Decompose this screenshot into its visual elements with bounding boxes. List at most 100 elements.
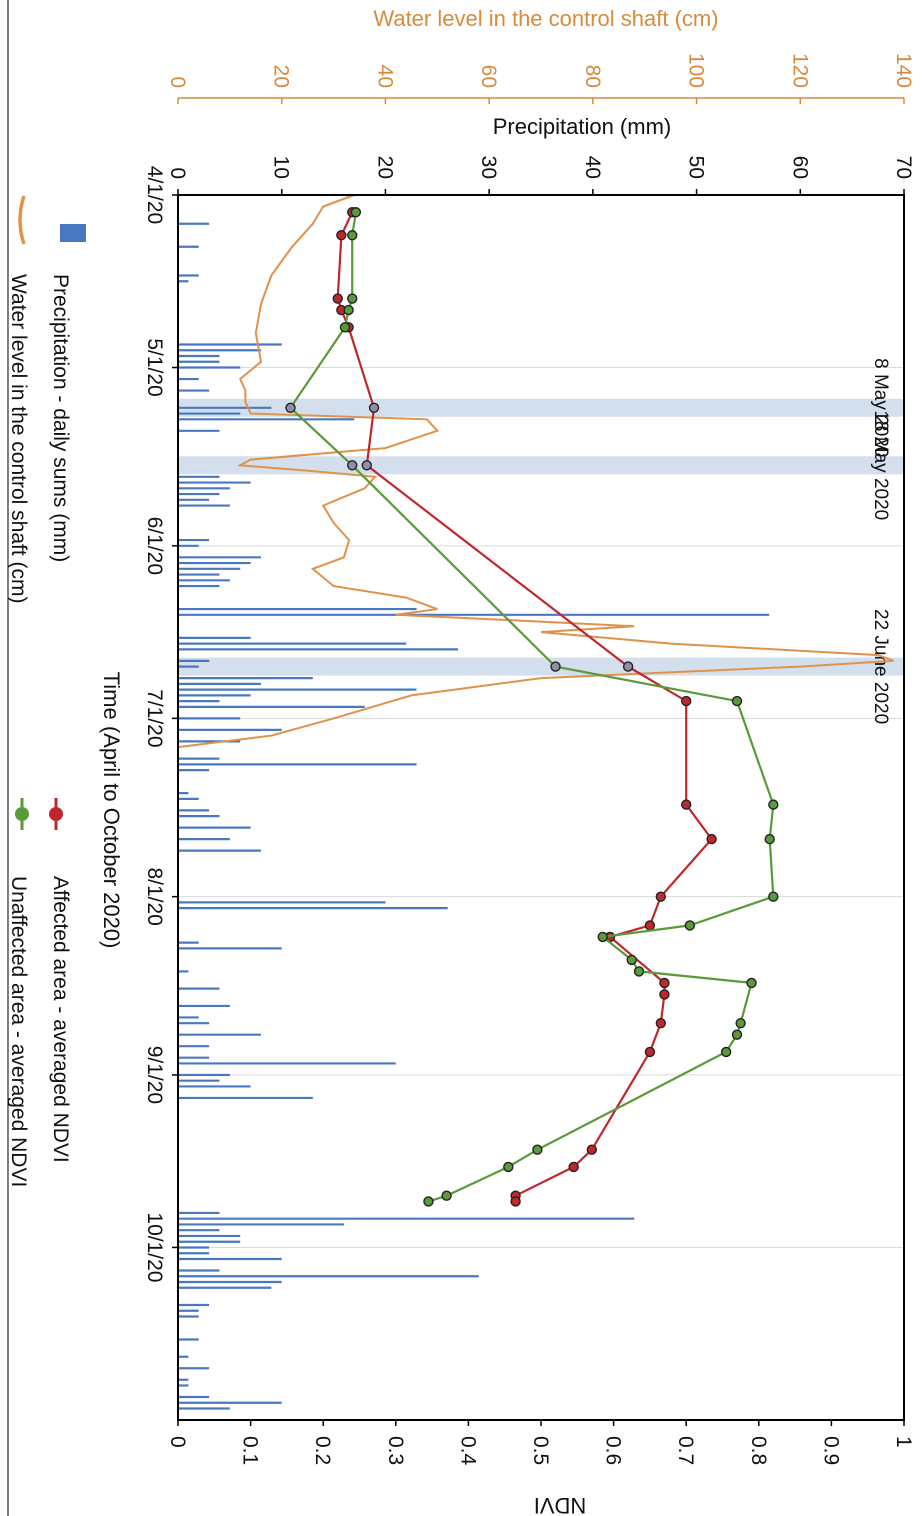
time-tick-label: 7/1/20 <box>143 689 166 747</box>
unaffected-ndvi-point <box>626 954 637 966</box>
affected-ndvi-point <box>706 833 717 845</box>
gridlines <box>178 367 904 1248</box>
ndvi-tick-label: 0.7 <box>674 1436 697 1465</box>
water-tick-label: 80 <box>581 65 604 88</box>
affected-ndvi-point <box>368 402 380 413</box>
affected-ndvi-point <box>644 1046 656 1058</box>
water-tick-label: 120 <box>788 53 811 88</box>
precip-legend-label: Precipitation - daily sums (mm) <box>49 274 72 562</box>
affected-ndvi-point <box>681 799 692 810</box>
affected-ndvi-point <box>568 1161 579 1173</box>
affected-ndvi-point <box>681 695 692 707</box>
unaffected-ndvi-point <box>550 661 561 672</box>
affected-ndvi-line <box>336 211 714 1202</box>
ndvi-tick-label: 0.8 <box>747 1436 770 1465</box>
water-tick-label: 60 <box>477 65 500 88</box>
ndvi-tick-label: 0.6 <box>602 1436 625 1465</box>
affected-ndvi-point <box>622 661 634 672</box>
ndvi-tick-label: 0.3 <box>384 1436 407 1465</box>
affected-ndvi-point <box>644 920 656 931</box>
precip-tick-label: 30 <box>477 156 500 179</box>
precip-legend-swatch <box>60 224 86 242</box>
unaffected-ndvi-point <box>764 833 775 845</box>
precip-tick-label: 0 <box>166 167 189 179</box>
precip-axis-title: Precipitation (mm) <box>493 114 671 139</box>
unaffected-ndvi-point <box>720 1046 732 1058</box>
highlight-band-label: 22 June 2020 <box>870 609 891 724</box>
ndvi-tick-label: 0.9 <box>819 1436 842 1465</box>
precip-tick-label: 70 <box>892 156 915 179</box>
unaffected-ndvi-point <box>441 1190 452 1201</box>
water-legend-swatch <box>18 195 26 245</box>
unaffected-ndvi-point <box>503 1161 514 1173</box>
ndvi-axis-title: NDVI <box>534 1493 587 1516</box>
highlight-band <box>178 657 904 676</box>
unaffected-ndvi-point <box>347 293 358 304</box>
unaffected-ndvi-point <box>735 1017 746 1029</box>
ndvi-tick-label: 0.1 <box>239 1436 262 1465</box>
unaffected-ndvi-point <box>768 891 779 902</box>
unaffected-ndvi-point <box>532 1144 543 1155</box>
time-tick-label: 8/1/20 <box>143 867 166 925</box>
time-tick-label: 5/1/20 <box>143 338 166 396</box>
water-tick-label: 0 <box>166 76 189 88</box>
affected-ndvi-point <box>659 989 670 1000</box>
affected-ndvi-point <box>510 1196 521 1207</box>
affected-ndvi-point <box>586 1144 598 1155</box>
affected-ndvi-point <box>655 891 666 902</box>
ndvi-tick-label: 0.5 <box>529 1436 552 1465</box>
precip-tick-label: 10 <box>270 156 293 179</box>
unaffected-ndvi-point <box>731 1029 743 1040</box>
highlight-band-label: 8 May 2020 <box>870 358 891 457</box>
axes: 4/1/20 5/1/20 6/1/20 7/1/20 8/1/20 9/1/20 10/1… <box>7 0 915 1516</box>
precip-tick-label: 20 <box>373 156 396 179</box>
highlight-band <box>178 456 904 475</box>
ndvi-tick-label: 0.4 <box>456 1436 479 1466</box>
affected-legend-label: Affected area - averaged NDVI <box>49 876 72 1163</box>
affected-ndvi-point <box>655 1017 666 1029</box>
time-tick-label: 9/1/20 <box>143 1046 166 1104</box>
unaffected-ndvi-point <box>423 1196 434 1207</box>
unaffected-legend-label: Unaffected area - averaged NDVI <box>7 876 30 1187</box>
precip-tick-label: 40 <box>581 156 604 179</box>
ndvi-tick-label: 0 <box>166 1436 189 1448</box>
water-level-line <box>177 194 894 1420</box>
unaffected-ndvi-point <box>347 230 358 241</box>
time-tick-label: 4/1/20 <box>143 166 166 224</box>
ndvi-tick-label: 0.2 <box>311 1436 334 1465</box>
water-tick-label: 40 <box>373 65 396 88</box>
unaffected-ndvi-point <box>343 304 354 316</box>
highlight-band-label: 18 May 2020 <box>870 410 891 520</box>
unaffected-ndvi-point <box>597 931 608 943</box>
affected-ndvi-point <box>332 293 343 304</box>
water-legend-label: Water level in the control shaft (cm) <box>7 274 30 604</box>
unaffected-ndvi-point <box>347 460 358 471</box>
unaffected-ndvi-point <box>633 966 645 977</box>
water-tick-label: 20 <box>270 65 293 88</box>
plot-frame <box>177 194 905 1421</box>
water-tick-label: 100 <box>685 53 708 88</box>
water-axis-title: Water level in the control shaft (cm) <box>373 6 718 31</box>
unaffected-ndvi-point <box>746 977 757 989</box>
unaffected-ndvi-point <box>285 402 296 413</box>
unaffected-ndvi-point <box>731 695 743 707</box>
unaffected-ndvi-point <box>339 322 351 333</box>
ndvi-tick-label: 1 <box>892 1436 915 1448</box>
highlight-band <box>178 398 904 417</box>
precipitation-bars <box>178 222 770 1410</box>
time-tick-label: 10/1/20 <box>143 1212 166 1282</box>
time-axis-title: Time (April to October 2020) <box>99 672 124 949</box>
water-tick-label: 140 <box>892 53 915 88</box>
unaffected-ndvi-point <box>768 799 779 810</box>
precip-tick-label: 60 <box>788 156 811 179</box>
affected-legend-marker <box>49 807 63 821</box>
time-tick-label: 6/1/20 <box>143 517 166 575</box>
affected-ndvi-point <box>659 977 670 989</box>
unaffected-ndvi-point <box>684 920 696 931</box>
unaffected-ndvi-point <box>350 207 362 218</box>
legend: Precipitation - daily sums (mm) Water lev… <box>7 195 86 1187</box>
precip-tick-label: 50 <box>685 156 708 179</box>
water-level-series <box>177 194 894 1420</box>
